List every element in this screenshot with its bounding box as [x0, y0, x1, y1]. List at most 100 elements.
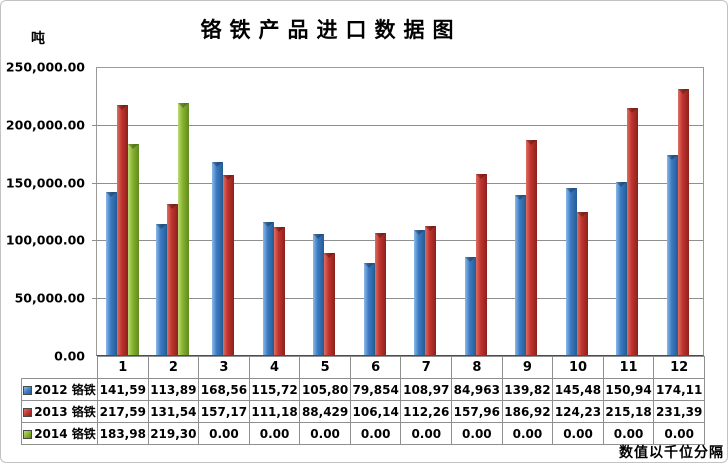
- y-tick-label: 50,000.00: [14, 290, 85, 306]
- legend-cell: 2012 铬铁: [21, 378, 98, 401]
- value-cell: 108,97: [400, 378, 453, 401]
- value-cell: 139,82: [501, 378, 554, 401]
- bar: [116, 105, 128, 355]
- bar: [178, 103, 190, 355]
- value-cell: 219,30: [147, 422, 200, 445]
- bar-group-month-6: [350, 68, 401, 355]
- bar-top-cap: [425, 226, 436, 232]
- month-header-cell: 3: [198, 356, 250, 379]
- bar-group-month-1: [97, 68, 148, 355]
- bar-top-cap: [127, 143, 138, 149]
- bar: [576, 212, 588, 355]
- bar-top-cap: [178, 103, 189, 109]
- bar-top-cap: [666, 155, 677, 161]
- y-axis-labels: 250,000.00 200,000.00 150,000.00 100,000.00…: [1, 60, 89, 364]
- bar-top-cap: [212, 161, 223, 167]
- bar: [212, 161, 224, 355]
- legend-marker-icon: [23, 386, 33, 395]
- legend-cell: 2014 铬铁: [21, 422, 98, 445]
- value-cell: 124,23: [552, 400, 604, 423]
- legend-marker-icon: [23, 408, 33, 417]
- bar: [374, 233, 386, 355]
- value-cell: 113,89: [147, 378, 200, 401]
- value-cell: 84,963: [451, 378, 503, 401]
- bar-top-cap: [475, 173, 486, 179]
- value-cell: 79,854: [349, 378, 402, 401]
- bar: [156, 224, 168, 355]
- chart-title: 铬铁产品进口数据图: [200, 18, 462, 42]
- bar-top-cap: [363, 263, 374, 269]
- month-header-cell: 7: [400, 356, 453, 379]
- value-cell: 168,56: [198, 378, 250, 401]
- value-cell: 106,14: [349, 400, 402, 423]
- bar: [425, 226, 437, 355]
- value-cell: 0.00: [400, 422, 453, 445]
- bar-group-month-10: [552, 68, 603, 355]
- value-cell: 174,11: [653, 378, 705, 401]
- bar: [273, 227, 285, 355]
- bar: [167, 204, 179, 355]
- bar-group-month-11: [602, 68, 653, 355]
- plot-area: [92, 67, 704, 356]
- bar-group-month-7: [400, 68, 451, 355]
- month-header-cell: 5: [299, 356, 351, 379]
- bar: [515, 194, 527, 355]
- table-body: 2012 铬铁 141,59 113,89 168,56 115,72 105,80 79,…: [21, 378, 705, 445]
- value-cell: 141,59: [97, 378, 149, 401]
- table-corner-blank: [22, 357, 98, 379]
- bar-top-cap: [576, 212, 587, 218]
- y-tick-label: 150,000.00: [5, 175, 85, 191]
- bar: [666, 155, 678, 355]
- value-cell: 105,80: [299, 378, 351, 401]
- month-header-cell: 1: [97, 356, 149, 379]
- gridline: [92, 297, 703, 299]
- y-tick-label: 0.00: [54, 348, 85, 364]
- y-tick-label: 250,000.00: [5, 59, 85, 75]
- value-cell: 0.00: [501, 422, 554, 445]
- value-cell: 88,429: [299, 400, 351, 423]
- bar: [627, 107, 639, 355]
- bar-top-cap: [116, 105, 127, 111]
- bar-top-cap: [223, 174, 234, 180]
- bar-group-month-4: [249, 68, 300, 355]
- value-cell: 111,18: [248, 400, 301, 423]
- value-cell: 112,26: [400, 400, 453, 423]
- bar: [105, 192, 117, 355]
- bar-top-cap: [414, 229, 425, 235]
- y-tick-label: 100,000.00: [5, 232, 85, 248]
- bar-group-month-3: [198, 68, 249, 355]
- legend-label: 2013 铬铁: [34, 405, 96, 419]
- bar-top-cap: [565, 188, 576, 193]
- bar-group-month-2: [148, 68, 199, 355]
- bar: [127, 143, 139, 355]
- bar: [324, 253, 336, 355]
- bar-top-cap: [526, 140, 537, 146]
- bar: [475, 173, 487, 355]
- month-header-cell: 4: [248, 356, 301, 379]
- value-cell: 0.00: [248, 422, 301, 445]
- y-tick-label: 200,000.00: [5, 117, 85, 133]
- bar-top-cap: [167, 204, 178, 209]
- legend-label: 2012 铬铁: [34, 383, 96, 397]
- bar: [363, 263, 375, 355]
- bar: [223, 174, 235, 355]
- value-cell: 145,48: [552, 378, 604, 401]
- bar-group-month-12: [653, 68, 704, 355]
- value-cell: 215,18: [602, 400, 655, 423]
- month-header-cell: 6: [349, 356, 402, 379]
- month-header-cell: 11: [602, 356, 655, 379]
- value-cell: 157,96: [451, 400, 503, 423]
- gridline: [92, 125, 703, 127]
- table-row: 2014 铬铁 183,98 219,30 0.00 0.00 0.00 0.00 0.00 0…: [21, 422, 705, 445]
- bar: [262, 222, 274, 355]
- bar-top-cap: [627, 107, 638, 113]
- value-cell: 0.00: [299, 422, 351, 445]
- month-header-cell: 10: [552, 356, 604, 379]
- legend-cell: 2013 铬铁: [21, 400, 98, 423]
- bar-top-cap: [677, 89, 688, 95]
- value-cell: 157,17: [198, 400, 250, 423]
- bar: [677, 89, 689, 355]
- value-cell: 0.00: [653, 422, 705, 445]
- bar-top-cap: [616, 181, 627, 187]
